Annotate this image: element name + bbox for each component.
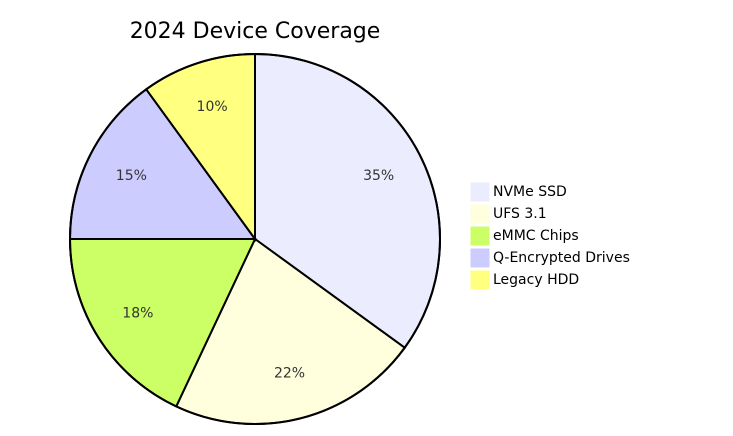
slice-label: 22% bbox=[274, 365, 305, 381]
slice-label: 10% bbox=[197, 99, 228, 115]
legend-label: UFS 3.1 bbox=[493, 206, 547, 222]
legend-swatch bbox=[470, 270, 490, 290]
legend-label: Legacy HDD bbox=[493, 272, 579, 288]
legend-label: Q-Encrypted Drives bbox=[493, 250, 630, 266]
legend-label: eMMC Chips bbox=[493, 228, 579, 244]
legend-swatch bbox=[470, 204, 490, 224]
pie-outline bbox=[69, 53, 441, 425]
chart-title: 2024 Device Coverage bbox=[130, 19, 381, 44]
legend-swatch bbox=[470, 248, 490, 268]
slice-label: 18% bbox=[122, 305, 153, 321]
slice-label: 35% bbox=[363, 168, 394, 184]
legend-swatch bbox=[470, 182, 490, 202]
slice-label: 15% bbox=[116, 168, 147, 184]
legend-label: NVMe SSD bbox=[493, 184, 567, 200]
legend-swatch bbox=[470, 226, 490, 246]
